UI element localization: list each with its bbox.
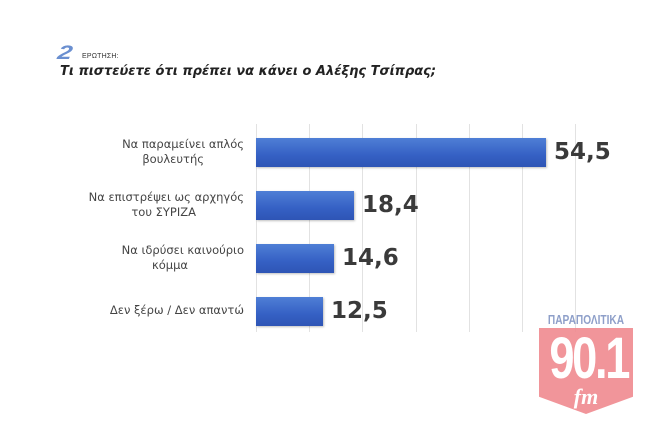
value-label: 54,5 <box>554 139 611 165</box>
gridline <box>416 124 417 332</box>
question-label: ΕΡΩΤΗΣΗ: <box>82 53 119 60</box>
category-label-line: κόμμα <box>151 258 188 272</box>
category-label-line: Να ιδρύσει καινούριο <box>121 243 244 257</box>
category-label: Να επιστρέψει ως αρχηγός του ΣΥΡΙΖΑ <box>44 190 244 220</box>
category-label-line: του ΣΥΡΙΖΑ <box>131 205 196 219</box>
category-label: Δεν ξέρω / Δεν απαντώ <box>109 303 244 317</box>
value-label: 12,5 <box>331 298 388 324</box>
value-label: 18,4 <box>362 192 419 218</box>
value-label: 14,6 <box>342 245 399 271</box>
bar <box>256 297 323 326</box>
bar <box>256 191 354 220</box>
logo-frequency: 90.1 <box>549 326 630 391</box>
gridline <box>256 124 257 332</box>
category-label: Να παραμείνει απλός βουλευτής <box>44 137 244 167</box>
logo-brand: ΠΑΡΑΠΟΛΙΤΙΚΑ <box>547 312 625 327</box>
gridline <box>309 124 310 332</box>
bar <box>256 138 546 167</box>
category-label: Να ιδρύσει καινούριο κόμμα <box>44 243 244 273</box>
category-label-line: Να επιστρέψει ως αρχηγός <box>88 190 244 204</box>
gridline <box>469 124 470 332</box>
gridline <box>575 124 576 332</box>
chart-title: Τι πιστεύετε ότι πρέπει να κάνει ο Αλέξη… <box>60 64 437 79</box>
gridline <box>362 124 363 332</box>
category-label-line: βουλευτής <box>142 152 204 166</box>
station-logo: ΠΑΡΑΠΟΛΙΤΙΚΑ 90.1 fm <box>536 312 636 414</box>
bar <box>256 244 334 273</box>
logo-band: fm <box>573 384 599 409</box>
category-label-line: Να παραμείνει απλός <box>122 137 244 151</box>
gridline <box>522 124 523 332</box>
logo-shield: 90.1 fm <box>539 328 633 414</box>
